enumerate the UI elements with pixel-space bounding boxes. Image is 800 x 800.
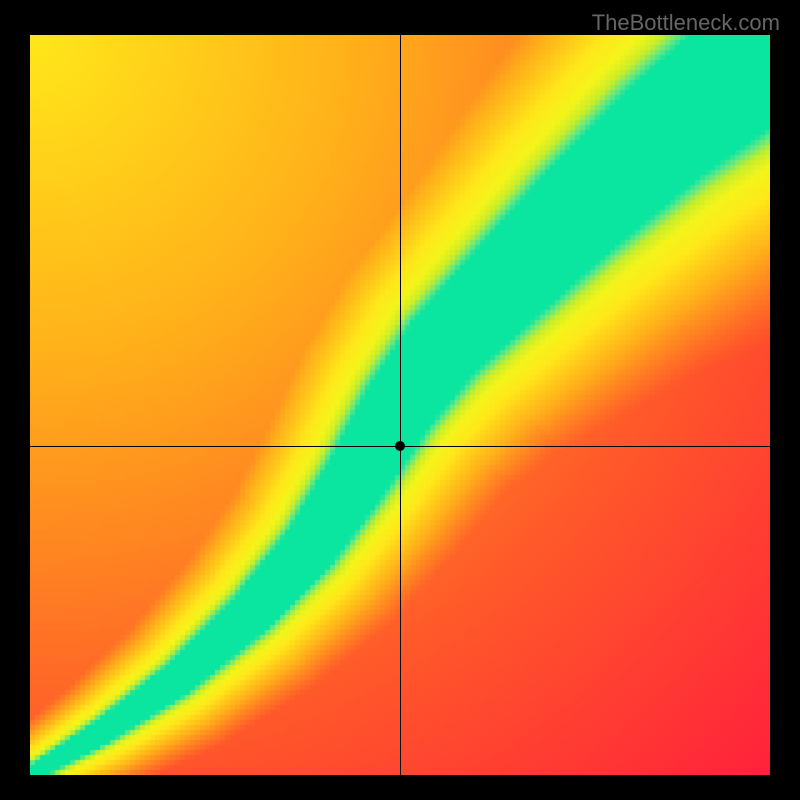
heatmap-plot [30,35,770,775]
watermark: TheBottleneck.com [592,10,780,36]
crosshair-vertical [400,35,401,775]
marker-dot [395,441,405,451]
